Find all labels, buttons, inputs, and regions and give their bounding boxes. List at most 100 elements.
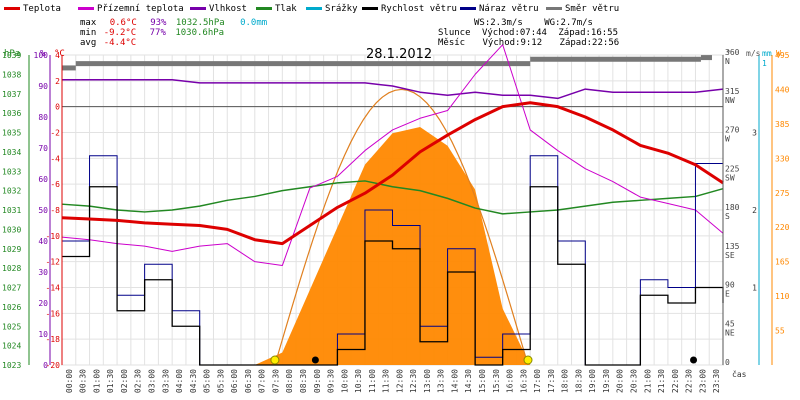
tick-x: 15:30 [492, 369, 501, 393]
tick-w: 220 [775, 223, 790, 232]
legend-label: Srážky [325, 4, 358, 14]
chart-title: 28.1.2012 [366, 47, 433, 62]
tick-x: 20:30 [629, 369, 638, 393]
tick-hpa: 1028 [2, 264, 21, 273]
tick-hpa: 1038 [2, 70, 21, 79]
tick-x: 00:00 [65, 369, 74, 393]
legend-smer: Směr větru [546, 4, 619, 14]
tick-hpa: 1029 [2, 245, 21, 254]
tick-x: 21:00 [643, 369, 652, 393]
tick-dir: SW [725, 173, 735, 182]
stat-max-rain: 0.0mm [240, 18, 268, 28]
legend-vlhkost: Vlhkost [190, 4, 247, 14]
tick-dir: 0 [725, 358, 730, 367]
tick-w: 385 [775, 120, 790, 129]
tick-dir: S [725, 212, 730, 221]
tick-c: -2 [50, 129, 60, 138]
tick-dir: W [725, 135, 730, 144]
tick-ms: 3 [752, 129, 757, 138]
series-temp [61, 101, 724, 246]
tick-x: 11:00 [368, 369, 377, 393]
tick-pct: 80 [38, 113, 48, 122]
tick-c: -10 [46, 232, 61, 241]
tick-x: 08:30 [299, 369, 308, 393]
tick-x: 17:30 [547, 369, 556, 393]
tick-hpa: 1026 [2, 303, 21, 312]
stat-min-press: 1030.6hPa [175, 28, 225, 38]
tick-x: 22:30 [685, 369, 694, 393]
axis-x-label: čas [732, 369, 747, 379]
tick-x: 07:00 [258, 369, 267, 393]
axis-mm-label: mm [762, 49, 772, 58]
tick-hpa: 1031 [2, 206, 21, 215]
sun-rise: Východ:07:44 [481, 28, 547, 38]
tick-hpa: 1039 [2, 51, 21, 60]
tick-x: 05:00 [203, 369, 212, 393]
tick-x: 15:00 [478, 369, 487, 393]
tick-dir: 45 [725, 319, 735, 328]
tick-w: 495 [775, 51, 790, 60]
tick-x: 07:30 [271, 369, 280, 393]
tick-dir: NE [725, 328, 735, 337]
tick-x: 06:00 [230, 369, 239, 393]
tick-hpa: 1025 [2, 322, 21, 331]
tick-dir: 315 [725, 87, 740, 96]
tick-hpa: 1027 [2, 284, 21, 293]
tick-dir: 90 [725, 281, 735, 290]
tick-w: 330 [775, 154, 790, 163]
wind-speed-stat: WS:2.3m/s [474, 18, 523, 28]
tick-x: 20:00 [616, 369, 625, 393]
legend-prizemni: Přízemní teplota [78, 4, 184, 14]
sun-marker [270, 355, 280, 365]
tick-x: 21:30 [657, 369, 666, 393]
tick-x: 12:00 [395, 369, 404, 393]
tick-pct: 50 [38, 206, 48, 215]
tick-w: 275 [775, 189, 790, 198]
tick-hpa: 1024 [2, 342, 21, 351]
legend-label: Náraz větru [479, 4, 539, 14]
tick-pct: 70 [38, 144, 48, 153]
stat-max-hum: 93% [150, 18, 167, 28]
tick-x: 10:00 [340, 369, 349, 393]
legend-naraz: Náraz větru [460, 4, 539, 14]
tick-w: 55 [775, 327, 785, 336]
tick-x: 02:00 [120, 369, 129, 393]
tick-c: -12 [46, 258, 61, 267]
tick-x: 09:00 [313, 369, 322, 393]
axis-pct-label: % [40, 49, 46, 59]
tick-pct: 0 [43, 361, 48, 370]
tick-x: 22:00 [671, 369, 680, 393]
tick-x: 23:30 [712, 369, 721, 393]
tick-x: 01:00 [92, 369, 101, 393]
stats-max-row: max 0.6°C 93% 1032.5hPa 0.0mm [80, 18, 268, 28]
series-humidity [62, 79, 724, 100]
tick-x: 13:30 [437, 369, 446, 393]
tick-x: 06:30 [244, 369, 253, 393]
tick-c: -20 [46, 361, 61, 370]
stat-max-temp: 0.6°C [109, 18, 137, 28]
stat-avg-temp: -4.4°C [103, 38, 137, 48]
tick-dir: NW [725, 96, 735, 105]
wind-gust-stat: WG:2.7m/s [544, 18, 593, 28]
moon-rise: Východ:9:12 [482, 38, 543, 48]
tick-x: 13:00 [423, 369, 432, 393]
tick-dir: SE [725, 251, 735, 260]
tick-mm: 1 [762, 59, 767, 68]
stats-min-row: min -9.2°C 77% 1030.6hPa [80, 28, 225, 38]
tick-hpa: 1035 [2, 129, 21, 138]
legend-label: Přízemní teplota [97, 4, 184, 14]
tick-pct: 40 [38, 237, 48, 246]
tick-x: 09:30 [327, 369, 336, 393]
tick-x: 02:30 [134, 369, 143, 393]
tick-x: 12:30 [409, 369, 418, 393]
tick-pct: 90 [38, 82, 48, 91]
tick-hpa: 1032 [2, 187, 21, 196]
tick-c: -18 [46, 335, 61, 344]
tick-x: 05:30 [216, 369, 225, 393]
tick-x: 18:00 [561, 369, 570, 393]
moon-marker [311, 356, 319, 364]
tick-x: 19:00 [588, 369, 597, 393]
tick-hpa: 1023 [2, 361, 21, 370]
legend-label: Teplota [23, 4, 61, 14]
